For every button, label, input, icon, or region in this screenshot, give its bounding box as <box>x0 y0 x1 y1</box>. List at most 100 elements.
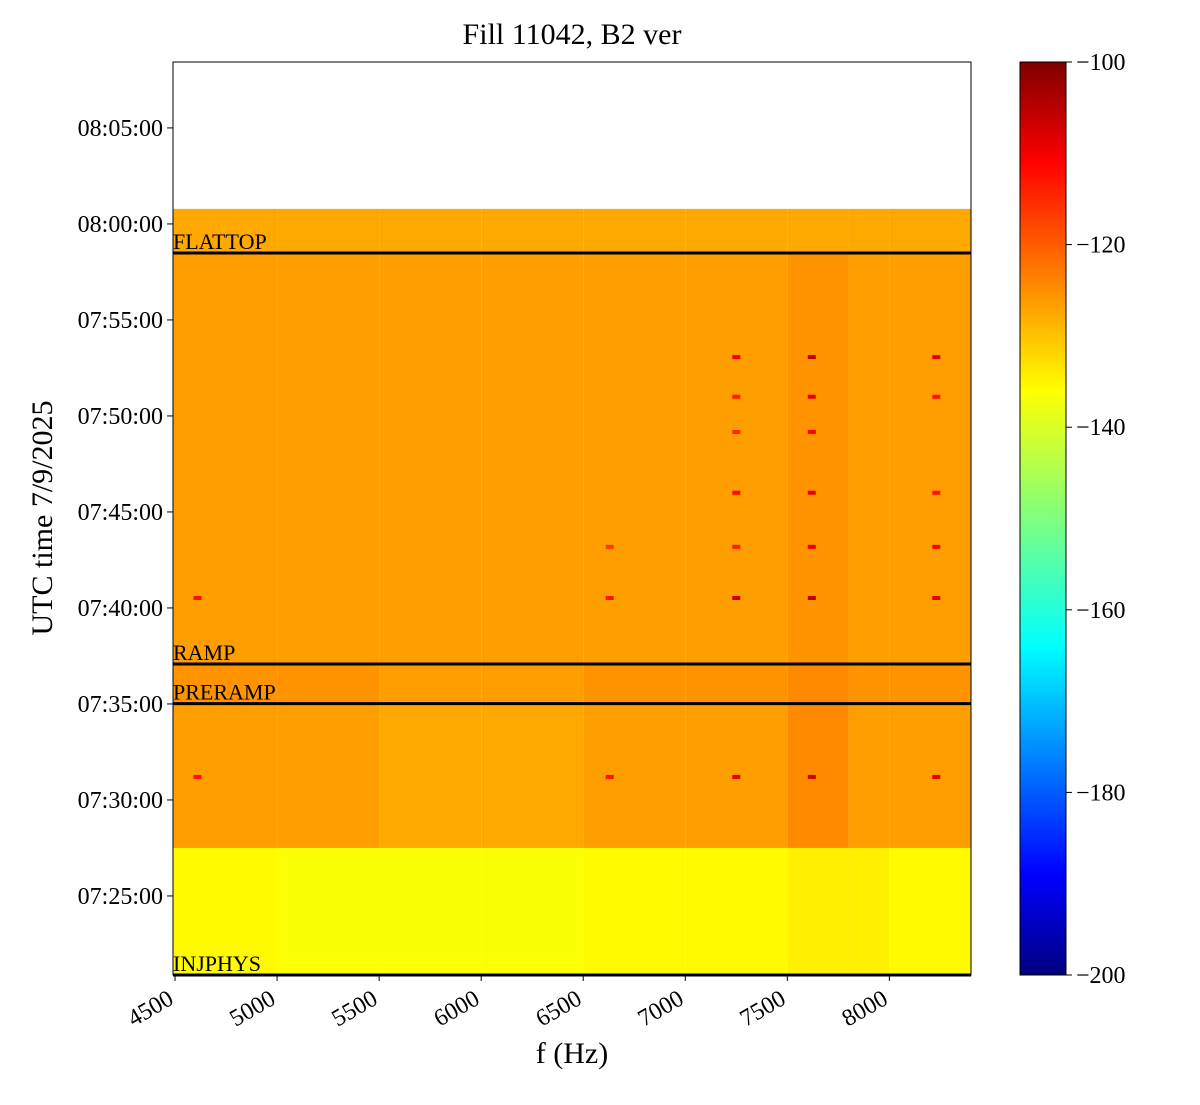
y-tick-label: 08:00:00 <box>78 212 163 238</box>
peak <box>807 394 816 399</box>
peak <box>732 774 741 779</box>
colorbar-tick-label: −160 <box>1076 598 1126 624</box>
heat-cell <box>848 663 890 704</box>
heat-cell <box>277 663 380 704</box>
peak <box>932 490 941 495</box>
colorbar-tick-label: −200 <box>1076 963 1126 989</box>
heat-cell <box>583 663 686 704</box>
peak <box>193 774 202 779</box>
x-tick-label: 6500 <box>532 986 587 1033</box>
heat-cell <box>685 208 788 254</box>
x-tick-label: 4500 <box>123 986 178 1033</box>
peak <box>732 544 741 549</box>
heat-cell <box>889 847 971 975</box>
heat-cell <box>481 208 584 254</box>
heat-cell <box>787 253 849 664</box>
peak <box>807 544 816 549</box>
peak <box>605 544 614 549</box>
heat-cell <box>277 253 380 664</box>
heat-cell <box>173 663 278 704</box>
heat-cell <box>379 847 482 975</box>
heat-cell <box>685 663 788 704</box>
heat-cell <box>583 847 686 975</box>
y-tick-label: 07:30:00 <box>78 788 163 814</box>
peak <box>605 774 614 779</box>
x-tick-label: 8000 <box>838 986 893 1033</box>
y-tick-label: 08:05:00 <box>78 116 163 142</box>
heat-cell <box>848 703 890 848</box>
heat-cell <box>889 703 971 848</box>
x-tick-label: 7000 <box>634 986 689 1033</box>
x-tick-label: 5500 <box>328 986 383 1033</box>
event-label: FLATTOP <box>173 229 267 254</box>
plot-frame <box>172 61 972 976</box>
x-axis-label: f (Hz) <box>536 1037 608 1070</box>
heat-cell <box>583 703 686 848</box>
heat-cell <box>173 703 278 848</box>
peak <box>605 596 614 601</box>
heat-cell <box>848 253 890 664</box>
peak <box>807 490 816 495</box>
heat-cell <box>583 253 686 664</box>
x-tick-label: 6000 <box>430 986 485 1033</box>
heat-cell <box>889 208 971 254</box>
event-label: INJPHYS <box>173 951 261 976</box>
event-label: RAMP <box>173 640 235 665</box>
heat-cell <box>379 253 482 664</box>
y-tick-label: 07:55:00 <box>78 308 163 334</box>
colorbar-tick-label: −180 <box>1076 780 1126 806</box>
x-tick-label: 5000 <box>226 986 281 1033</box>
y-tick-label: 07:25:00 <box>78 884 163 910</box>
colorbar-tick-label: −120 <box>1076 233 1126 259</box>
peak <box>732 490 741 495</box>
peak <box>807 429 816 434</box>
peak <box>932 596 941 601</box>
peak <box>807 596 816 601</box>
heat-cell <box>889 253 971 664</box>
y-tick-label: 07:45:00 <box>78 500 163 526</box>
peak <box>193 596 202 601</box>
peak <box>732 429 741 434</box>
heat-cell <box>848 208 890 254</box>
heat-cell <box>685 847 788 975</box>
heat-cell <box>173 253 278 664</box>
heat-cell <box>173 208 278 254</box>
peak <box>807 355 816 360</box>
heat-cell <box>379 208 482 254</box>
y-tick-label: 07:35:00 <box>78 692 163 718</box>
heat-cell <box>787 663 849 704</box>
heat-cell <box>277 847 380 975</box>
heat-cell <box>173 847 278 975</box>
y-tick-label: 07:50:00 <box>78 404 163 430</box>
colorbar-tick-label: −140 <box>1076 415 1126 441</box>
heat-cell <box>787 703 849 848</box>
heat-cell <box>889 663 971 704</box>
heat-cell <box>685 253 788 664</box>
heat-cell <box>277 208 380 254</box>
peak <box>732 596 741 601</box>
heat-cell <box>583 208 686 254</box>
peak <box>932 394 941 399</box>
peak <box>732 394 741 399</box>
peak <box>932 544 941 549</box>
heat-cell <box>481 847 584 975</box>
heat-cell <box>481 253 584 664</box>
heat-cell <box>379 663 482 704</box>
heat-cell <box>277 703 380 848</box>
heat-cell <box>379 703 482 848</box>
event-label: PRERAMP <box>173 680 276 705</box>
colorbar <box>1019 61 1067 976</box>
y-axis-label: UTC time 7/9/2025 <box>26 401 59 636</box>
peak <box>732 355 741 360</box>
peak <box>807 774 816 779</box>
peak <box>932 774 941 779</box>
heat-cell <box>481 703 584 848</box>
heat-cell <box>848 847 890 975</box>
x-tick-label: 7500 <box>736 986 791 1033</box>
chart-title: Fill 11042, B2 ver <box>463 18 682 51</box>
y-tick-label: 07:40:00 <box>78 596 163 622</box>
heat-cell <box>787 847 849 975</box>
heat-cell <box>787 208 849 254</box>
peak <box>932 355 941 360</box>
